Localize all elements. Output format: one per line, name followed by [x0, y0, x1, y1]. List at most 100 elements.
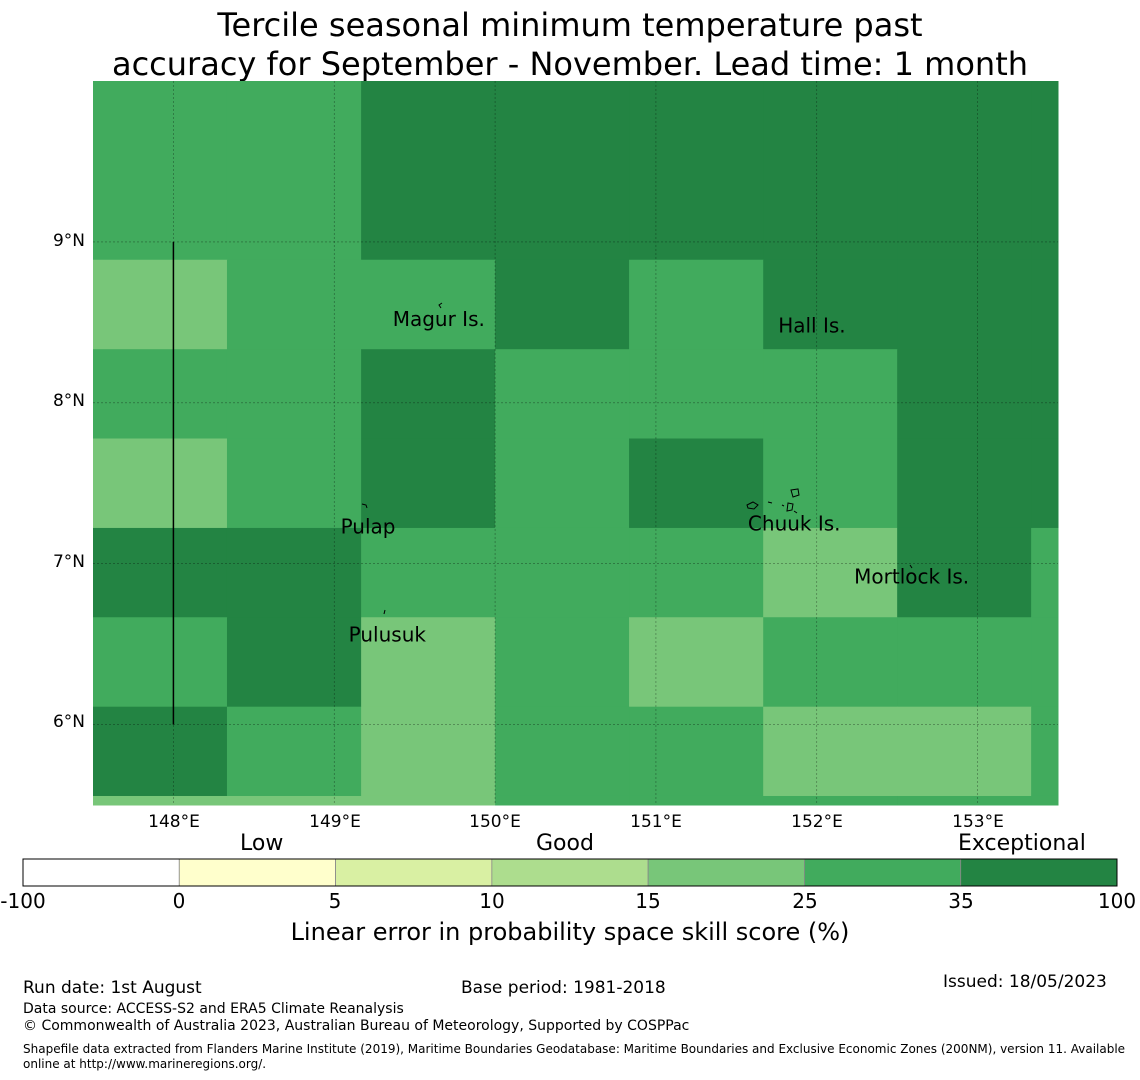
grid-cell — [897, 241, 1032, 261]
grid-cell — [361, 527, 496, 618]
grid-cell — [763, 349, 898, 439]
grid-cell — [361, 259, 496, 350]
grid-cell — [93, 438, 228, 529]
grid-cell — [1031, 617, 1059, 708]
grid-cell — [629, 617, 764, 708]
grid-cell — [897, 81, 1032, 243]
run-date: Run date: 1st August — [23, 978, 202, 998]
grid-cell — [495, 81, 630, 243]
lon-label-150e: 150°E — [469, 812, 521, 832]
place-label: Hall Is. — [778, 314, 845, 338]
lon-label-153e: 153°E — [952, 812, 1004, 832]
colorbar-bin — [804, 858, 962, 887]
lat-label-9n: 9°N — [52, 231, 85, 251]
grid-cell — [226, 241, 362, 261]
grid-cell — [629, 81, 764, 243]
skill-grid — [93, 81, 1059, 806]
category-low: Low — [240, 831, 284, 856]
grid-cell — [897, 795, 1032, 806]
grid-cell — [629, 349, 764, 439]
grid-cell — [226, 438, 362, 529]
grid-cell — [1031, 438, 1059, 529]
grid-cell — [897, 527, 1032, 618]
pulap-island-outline — [361, 503, 368, 509]
grid-cell — [763, 527, 898, 618]
colorbar-bin — [335, 858, 493, 887]
colorbar-tick: 5 — [328, 889, 342, 913]
grid-cell — [226, 795, 362, 806]
grid-cell — [495, 706, 630, 797]
chuuk-island-outline — [746, 488, 800, 514]
grid-cell — [763, 438, 898, 529]
grid-cell — [361, 617, 496, 708]
grid-cell — [93, 617, 228, 708]
grid-cell — [629, 438, 764, 529]
colorbar-tick: 10 — [479, 889, 505, 913]
grid-cell — [93, 81, 228, 243]
grid-cell — [897, 259, 1032, 350]
place-label: Pulusuk — [349, 622, 427, 646]
lat-label-6n: 6°N — [52, 712, 85, 732]
grid-cell — [763, 81, 898, 243]
colorbar-bin — [647, 858, 805, 887]
lon-label-149e: 149°E — [309, 812, 361, 832]
map-title-line-2: accuracy for September - November. Lead … — [111, 45, 1029, 83]
grid-cell — [1031, 527, 1059, 618]
colorbar-tick: 100 — [1097, 889, 1137, 913]
base-period: Base period: 1981-2018 — [461, 978, 666, 998]
grid-cell — [226, 81, 362, 243]
grid-cell — [1031, 259, 1059, 350]
place-labels: Magur Is. Hall Is. Pulap Chuuk Is. Mortlock … — [341, 307, 970, 646]
category-good: Good — [536, 831, 594, 856]
grid-cell — [495, 795, 630, 806]
colorbar-tick: 0 — [172, 889, 186, 913]
grid-cell — [361, 81, 496, 243]
colorbar-tick: 25 — [792, 889, 818, 913]
colorbar-outline — [22, 858, 1118, 887]
grid-cell — [897, 617, 1032, 708]
grid-cell — [897, 706, 1032, 797]
copyright-notice: © Commonwealth of Australia 2023, Austra… — [23, 1018, 690, 1034]
place-label: Mortlock Is. — [854, 565, 969, 589]
colorbar-bin — [178, 858, 336, 887]
category-exceptional: Exceptional — [958, 831, 1086, 856]
grid-cell — [495, 438, 630, 529]
colorbar-tick: 35 — [948, 889, 974, 913]
lat-label-8n: 8°N — [52, 391, 85, 411]
grid-cell — [495, 349, 630, 439]
grid-cell — [226, 259, 362, 350]
colorbar-label: Linear error in probability space skill … — [290, 918, 850, 946]
place-label: Pulap — [341, 515, 396, 539]
grid-cell — [1031, 795, 1059, 806]
grid-cell — [629, 527, 764, 618]
grid-cell — [226, 706, 362, 797]
colorbar-tick: -100 — [0, 889, 46, 913]
grid-cell — [897, 349, 1032, 439]
colorbar-bin — [960, 858, 1118, 887]
grid-cell — [361, 349, 496, 439]
colorbar — [22, 858, 1118, 887]
grid-cell — [629, 259, 764, 350]
pulusuk-island-outline — [383, 609, 386, 615]
grid-cell — [897, 438, 1032, 529]
grid-cell — [495, 259, 630, 350]
grid-cell — [1031, 706, 1059, 797]
colorbar-tick: 15 — [635, 889, 661, 913]
map-title-line-1: Tercile seasonal minimum temperature pas… — [217, 6, 923, 44]
data-source: Data source: ACCESS-S2 and ERA5 Climate … — [23, 1001, 404, 1017]
grid-cell — [763, 259, 898, 350]
grid-cell — [495, 617, 630, 708]
grid-cell — [1031, 81, 1059, 243]
grid-cell — [629, 241, 764, 261]
grid-cell — [93, 795, 228, 806]
mortlock-island-outline — [909, 564, 913, 569]
lon-label-152e: 152°E — [791, 812, 843, 832]
grid-cell — [629, 706, 764, 797]
colorbar-bin — [22, 858, 180, 887]
grid-cell — [495, 241, 630, 261]
colorbar-bin — [491, 858, 649, 887]
grid-cell — [93, 259, 228, 350]
grid-cell — [763, 706, 898, 797]
grid-cell — [93, 241, 228, 261]
